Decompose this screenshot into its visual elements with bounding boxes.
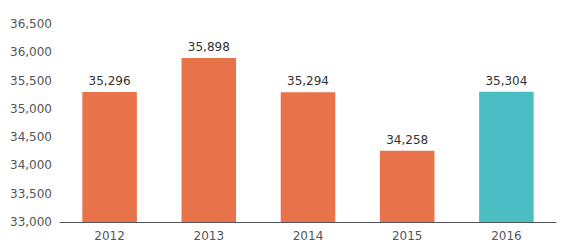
svg-text:35,294: 35,294 [287, 74, 329, 88]
svg-text:2013: 2013 [194, 229, 225, 243]
svg-text:35,000: 35,000 [10, 102, 52, 116]
svg-text:2014: 2014 [293, 229, 324, 243]
svg-text:34,258: 34,258 [386, 133, 428, 147]
svg-text:33,500: 33,500 [10, 187, 52, 201]
svg-text:36,000: 36,000 [10, 45, 52, 59]
svg-text:34,500: 34,500 [10, 130, 52, 144]
svg-text:35,304: 35,304 [485, 74, 527, 88]
svg-text:2015: 2015 [392, 229, 423, 243]
svg-text:35,296: 35,296 [89, 74, 131, 88]
svg-text:2012: 2012 [94, 229, 125, 243]
svg-text:35,500: 35,500 [10, 74, 52, 88]
svg-text:35,898: 35,898 [188, 40, 230, 54]
svg-text:34,000: 34,000 [10, 158, 52, 172]
svg-text:2016: 2016 [491, 229, 522, 243]
svg-text:33,000: 33,000 [10, 215, 52, 229]
svg-text:36,500: 36,500 [10, 17, 52, 31]
